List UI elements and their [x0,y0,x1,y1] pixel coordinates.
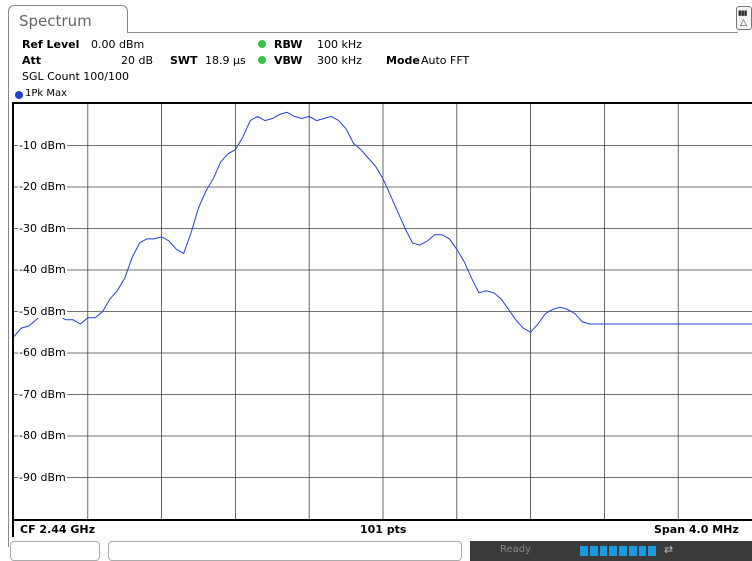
vbw-value[interactable]: 300 kHz [317,54,362,67]
rbw-indicator-icon [258,40,266,48]
y-tick-label: -90 dBm [18,470,67,484]
trace-line [14,111,752,337]
status-field-left[interactable] [10,541,100,561]
y-tick-label: -20 dBm [18,180,67,193]
center-frequency[interactable]: CF 2.44 GHz [20,523,96,536]
y-tick-label: -50 dBm [18,304,67,318]
spectrum-plot[interactable] [12,102,752,519]
mode-value[interactable]: Auto FFT [421,54,470,67]
y-tick-label: -80 dBm [18,429,67,442]
y-tick-label: -70 dBm [18,387,67,401]
status-field-message[interactable] [108,541,462,561]
vbw-label: VBW [274,54,303,67]
att-value[interactable]: 20 dB [121,54,154,67]
sweep-points[interactable]: 101 pts [360,523,407,536]
att-label: Att [22,54,42,67]
ref-level-value[interactable]: 0.00 dBm [91,38,145,51]
y-tick-label: -30 dBm [18,221,67,235]
swt-value[interactable]: 18.9 µs [205,54,246,67]
tab-spectrum[interactable]: Spectrum [8,5,128,33]
y-tick-label: -60 dBm [18,346,67,359]
trace-color-icon [15,91,23,99]
rbw-label: RBW [274,38,303,51]
frame-left-line [8,32,9,547]
status-bar: Ready ⇄ [0,541,752,561]
vbw-indicator-icon [258,56,266,64]
display-config-icon[interactable]: ▮▮▮ △ [736,6,752,30]
sweep-progress [580,546,656,556]
trace-tag[interactable]: 1Pk Max [12,88,752,102]
plot-footer: CF 2.44 GHz 101 pts Span 4.0 MHz [12,519,752,537]
tab-spectrum-label: Spectrum [19,12,92,30]
spectrum-chart [14,104,752,519]
rbw-value[interactable]: 100 kHz [317,38,362,51]
ref-level-label: Ref Level [22,38,80,51]
sgl-count: SGL Count 100/100 [22,70,129,83]
transfer-icon: ⇄ [664,543,674,556]
frame-top-line [128,32,738,33]
trace-label: 1Pk Max [25,88,68,99]
status-ready: Ready [500,544,532,555]
frequency-span[interactable]: Span 4.0 MHz [654,523,739,536]
y-tick-label: -10 dBm [18,138,67,152]
mode-label: Mode [386,54,420,67]
swt-label: SWT [170,54,198,67]
y-tick-label: -40 dBm [18,263,67,276]
